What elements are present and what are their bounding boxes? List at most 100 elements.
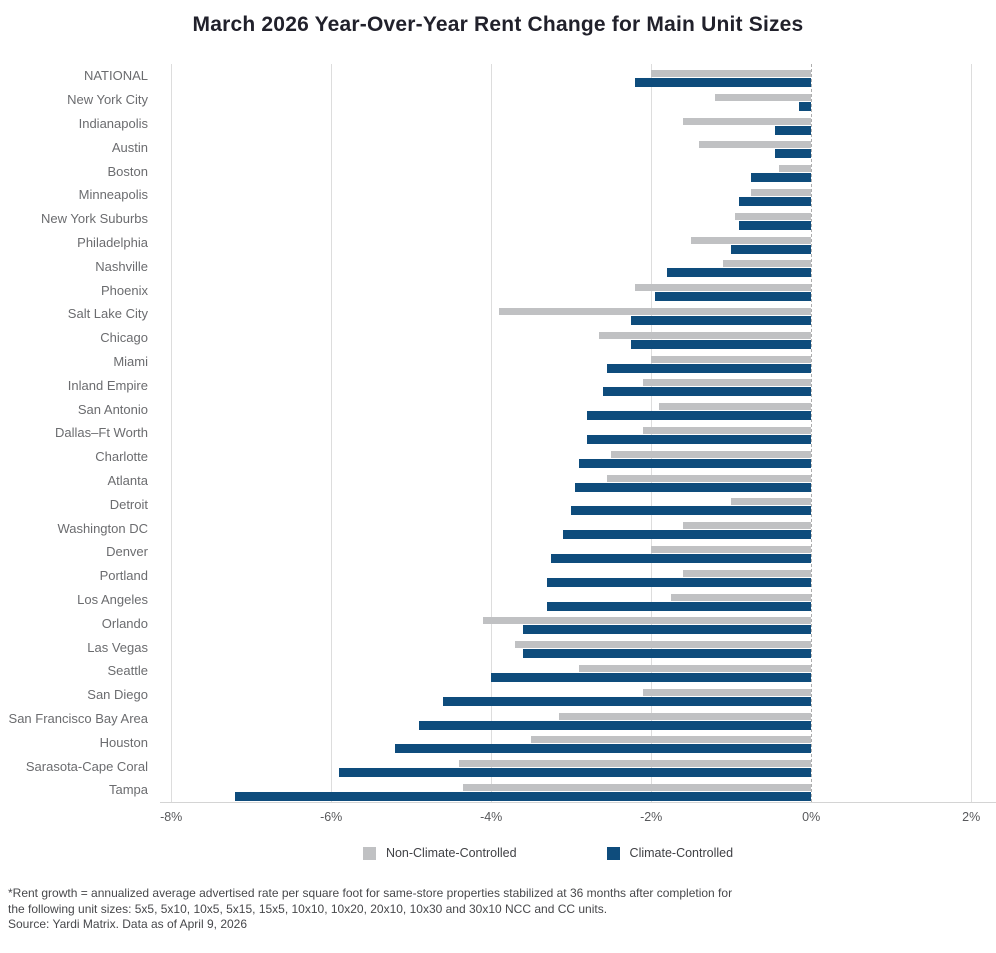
chart-row [160,516,996,540]
chart-row [160,183,996,207]
category-label: Detroit [0,492,160,516]
bar-climate-controlled [443,696,812,706]
bar-non-climate-controlled [723,260,812,268]
bar-climate-controlled [563,530,812,540]
bar-climate-controlled [579,458,812,468]
category-label: Denver [0,540,160,564]
category-label-text: Detroit [109,496,148,512]
bar-climate-controlled [799,101,812,111]
category-label: San Francisco Bay Area [0,707,160,731]
legend-item-climate-controlled: Climate-Controlled [606,846,734,860]
category-label: Austin [0,135,160,159]
bar-non-climate-controlled [683,522,812,530]
chart-title: March 2026 Year-Over-Year Rent Change fo… [192,13,804,36]
chart-row [160,540,996,564]
non-climate-controlled-swatch [362,846,376,860]
bar-non-climate-controlled [463,784,812,791]
legend-label: Climate-Controlled [629,846,734,860]
footnote-line: *Rent growth = annualized average advert… [8,886,733,900]
category-label: New York Suburbs [0,207,160,231]
chart-row [160,659,996,683]
legend-label: Non-Climate-Controlled [385,846,517,860]
category-label-text: Nashville [95,258,148,274]
chart-row [160,278,996,302]
bar-non-climate-controlled [531,736,812,744]
chart-row [160,397,996,421]
category-label: Las Vegas [0,635,160,659]
chart-row [160,350,996,374]
chart-row [160,611,996,635]
x-tick-label: 2% [962,810,981,824]
bar-climate-controlled [635,78,812,87]
bar-non-climate-controlled [611,450,812,458]
x-tick-label: -2% [640,810,663,824]
x-tick-label: 0% [802,810,821,824]
category-label-text: New York Suburbs [41,211,148,227]
category-label-text: Dallas–Ft Worth [55,425,148,441]
bar-non-climate-controlled [683,117,812,125]
bar-climate-controlled [603,387,812,397]
category-label: Salt Lake City [0,302,160,326]
bar-non-climate-controlled [643,688,812,696]
gridline [491,64,493,802]
bar-climate-controlled [587,435,812,444]
bar-climate-controlled [731,244,812,254]
legend-item-non-climate-controlled: Non-Climate-Controlled [362,846,517,860]
bar-climate-controlled [739,197,812,206]
bar-non-climate-controlled [699,141,812,149]
category-label-text: Charlotte [95,449,148,465]
category-label: San Diego [0,683,160,707]
category-label: Dallas–Ft Worth [0,421,160,445]
category-label: NATIONAL [0,64,160,88]
chart-row [160,707,996,731]
bar-non-climate-controlled [499,308,812,315]
category-label-text: San Antonio [77,401,148,417]
bar-non-climate-controlled [779,165,812,173]
category-label-text: New York City [67,92,148,108]
category-label-text: Denver [106,544,148,560]
category-label-text: Washington DC [57,520,148,536]
category-label: Orlando [0,611,160,635]
bar-non-climate-controlled [735,212,812,220]
chart-row [160,469,996,493]
bar-non-climate-controlled [643,427,812,434]
legend: Non-Climate-Controlled Climate-Controlle… [130,846,966,860]
bar-non-climate-controlled [715,93,812,101]
bar-non-climate-controlled [459,760,812,768]
bar-climate-controlled [655,292,812,302]
category-label-text: Miami [113,353,148,369]
category-label: Charlotte [0,445,160,469]
footnote-line: the following unit sizes: 5x5, 5x10, 10x… [8,901,608,916]
category-label: New York City [0,88,160,112]
category-label: Phoenix [0,278,160,302]
bar-climate-controlled [523,649,812,659]
chart-row [160,778,996,802]
category-label: Houston [0,730,160,754]
climate-controlled-swatch [606,846,620,860]
gridline [971,64,973,802]
category-label-text: Indianapolis [78,115,148,131]
category-label-text: Portland [99,568,148,584]
category-label: Indianapolis [0,112,160,136]
category-label: Tampa [0,778,160,802]
bar-climate-controlled [751,173,812,183]
category-label-text: Minneapolis [78,187,148,203]
category-label: Washington DC [0,516,160,540]
bar-climate-controlled [587,411,812,421]
bar-non-climate-controlled [559,712,812,720]
chart-row [160,302,996,326]
category-label: Los Angeles [0,588,160,612]
bar-non-climate-controlled [731,498,812,506]
chart-row [160,564,996,588]
category-label-text: Boston [107,163,148,179]
chart-row [160,635,996,659]
category-label-text: Atlanta [107,472,148,488]
bar-non-climate-controlled [607,474,812,482]
bar-climate-controlled [235,792,812,801]
bar-climate-controlled [607,363,812,373]
category-label-text: Inland Empire [67,377,148,393]
bar-climate-controlled [571,506,812,516]
bar-climate-controlled [523,625,812,635]
category-label: Miami [0,350,160,374]
